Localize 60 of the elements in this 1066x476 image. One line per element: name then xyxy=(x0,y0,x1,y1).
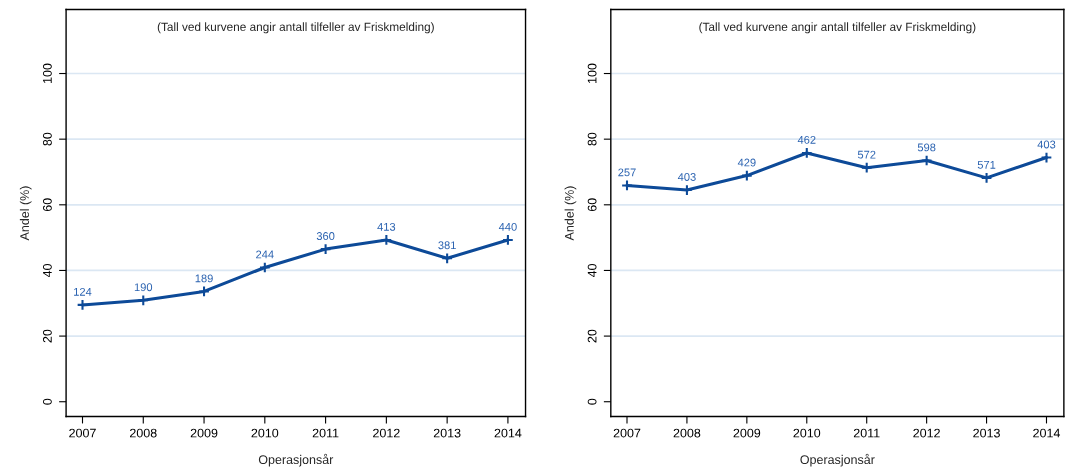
annotation: 598 xyxy=(917,143,936,152)
x-tick-label: 2010 xyxy=(251,428,279,438)
point xyxy=(502,234,514,246)
x-tick-label: 2008 xyxy=(130,428,157,438)
y-axis-title: Andel (%) xyxy=(564,186,577,241)
y-tick-label: 0 xyxy=(42,398,52,405)
annotation: 413 xyxy=(377,222,396,231)
annotation: 429 xyxy=(737,158,756,167)
point xyxy=(380,234,393,246)
x-tick-label: 2009 xyxy=(190,428,218,438)
x-tick-label: 2012 xyxy=(913,428,940,438)
x-tick-label: 2009 xyxy=(733,428,761,438)
y-tick-label: 20 xyxy=(42,329,52,343)
y-tick-label: 80 xyxy=(42,132,52,146)
x-tick-label: 2011 xyxy=(853,428,880,438)
annotation: 244 xyxy=(256,250,274,259)
point xyxy=(1040,151,1053,164)
annotation: 190 xyxy=(134,283,153,292)
annotation: 462 xyxy=(797,135,816,144)
x-tick-label: 2013 xyxy=(973,428,1000,438)
y-axis-title: Andel (%) xyxy=(19,186,32,241)
x-tick-label: 2008 xyxy=(673,428,701,438)
point xyxy=(258,261,271,274)
annotation: 572 xyxy=(857,150,876,159)
annotation: 571 xyxy=(977,161,996,169)
y-tick-label: 40 xyxy=(587,263,597,278)
point xyxy=(800,147,813,159)
x-axis-title: Operasjonsår xyxy=(258,453,334,467)
annotation: (Tall ved kurvene angir antall tilfeller av Friskmelding) xyxy=(157,22,434,34)
point xyxy=(137,294,150,307)
x-tick-label: 2007 xyxy=(69,428,96,438)
x-tick-label: 2013 xyxy=(433,428,461,438)
annotation: 440 xyxy=(498,222,517,231)
point xyxy=(198,285,210,298)
y-tick-label: 60 xyxy=(587,198,597,212)
y-tick-label: 100 xyxy=(587,63,597,83)
y-tick-label: 0 xyxy=(587,398,597,405)
x-tick-label: 2011 xyxy=(312,428,339,438)
point xyxy=(860,161,873,174)
x-tick-label: 2014 xyxy=(494,428,522,438)
annotation: 124 xyxy=(74,287,92,296)
x-axis-title: Operasjonsår xyxy=(800,453,875,467)
y-tick-label: 80 xyxy=(587,132,597,146)
annotation: 403 xyxy=(677,173,696,181)
x-tick-label: 2012 xyxy=(373,428,400,438)
annotation: 189 xyxy=(195,274,213,283)
y-tick-label: 20 xyxy=(587,329,597,343)
y-tick-label: 40 xyxy=(42,263,52,278)
annotation: 257 xyxy=(618,168,636,177)
annotation: (Tall ved kurvene angir antall tilfeller av Friskmelding) xyxy=(699,22,976,34)
point xyxy=(920,154,933,167)
annotation: 360 xyxy=(316,232,335,240)
x-tick-label: 2010 xyxy=(793,428,821,438)
y-tick-label: 60 xyxy=(42,198,52,212)
point xyxy=(621,179,633,192)
x-tick-label: 2014 xyxy=(1033,428,1061,438)
y-tick-label: 100 xyxy=(42,63,52,83)
annotation: 403 xyxy=(1037,140,1056,149)
x-tick-label: 2007 xyxy=(613,428,641,438)
annotation: 381 xyxy=(438,241,456,250)
